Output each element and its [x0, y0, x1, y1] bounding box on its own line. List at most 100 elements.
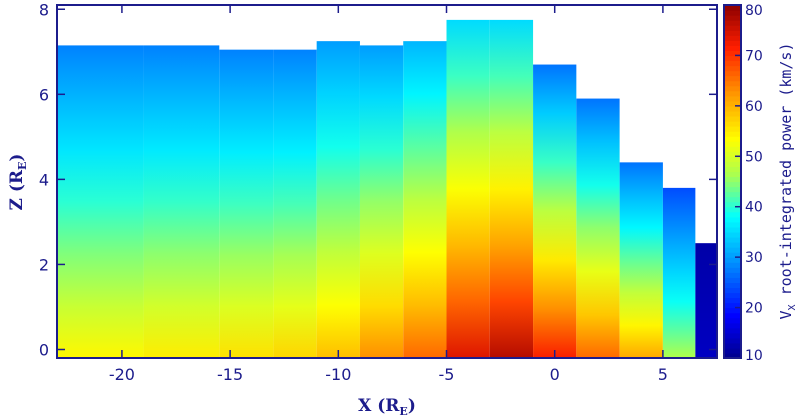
colorbar-segment	[724, 126, 741, 132]
colorbar-tick-label: 30	[745, 250, 763, 266]
x-tick-label: 0	[550, 365, 560, 384]
x-axis: -20 -15 -10 -5 0 5	[109, 5, 668, 384]
y-tick-label: 0	[39, 340, 49, 359]
y-tick-label: 8	[39, 0, 49, 19]
colorbar-title: VX root-integrated power (km/s)	[777, 43, 798, 320]
colorbar-segment	[724, 342, 741, 349]
heatmap-column	[143, 45, 220, 358]
colorbar-segment	[724, 136, 741, 142]
colorbar-gradient	[724, 5, 741, 359]
colorbar-segment	[724, 146, 741, 152]
colorbar-segment	[724, 100, 741, 107]
colorbar-tick-label: 10	[745, 348, 763, 364]
colorbar-segment	[724, 236, 741, 243]
colorbar-segment	[724, 90, 741, 97]
heatmap-column	[57, 45, 144, 358]
colorbar-segment	[724, 312, 741, 319]
colorbar-segment	[724, 5, 741, 11]
colorbar-segment	[724, 206, 741, 213]
heatmap-column	[359, 45, 404, 358]
x-axis-title: X (RE)	[358, 396, 416, 417]
colorbar-segment	[724, 85, 741, 92]
colorbar-segment	[724, 262, 741, 268]
colorbar-tick-label: 70	[745, 48, 763, 64]
colorbar-segment	[724, 171, 741, 178]
colorbar-tick-label: 20	[745, 301, 763, 317]
heatmap-column	[446, 19, 490, 358]
heatmap-column	[403, 41, 447, 358]
colorbar-segment	[724, 347, 741, 354]
colorbar: 10 20 30 40 50 60 70 80 VX root-integrated powe…	[723, 3, 798, 364]
colorbar-segment	[724, 115, 741, 122]
heatmap-column	[576, 98, 620, 358]
colorbar-segment	[724, 50, 741, 57]
colorbar-segment	[724, 221, 741, 228]
x-tick-label: -15	[217, 365, 243, 384]
colorbar-segment	[724, 282, 741, 288]
colorbar-segment	[724, 216, 741, 223]
x-tick-label: -20	[109, 365, 135, 384]
colorbar-segment	[724, 307, 741, 314]
colorbar-segment	[724, 75, 741, 82]
y-axis-title: Z (RE)	[7, 154, 29, 211]
colorbar-segment	[724, 226, 741, 233]
colorbar-segment	[724, 55, 741, 62]
colorbar-segment	[724, 80, 741, 87]
colorbar-segment	[724, 151, 741, 157]
colorbar-segment	[724, 176, 741, 183]
colorbar-segment	[724, 211, 741, 218]
colorbar-segment	[724, 161, 741, 167]
colorbar-segment	[724, 201, 741, 208]
colorbar-segment	[724, 30, 741, 36]
colorbar-segment	[724, 242, 741, 248]
colorbar-segment	[724, 287, 741, 294]
colorbar-tick-label: 80	[745, 3, 763, 19]
colorbar-segment	[724, 40, 741, 46]
colorbar-segment	[724, 332, 741, 339]
colorbar-segment	[724, 302, 741, 309]
colorbar-segment	[724, 231, 741, 238]
colorbar-segment	[724, 186, 741, 193]
colorbar-segment	[724, 20, 741, 26]
colorbar-segment	[724, 10, 741, 16]
colorbar-segment	[724, 352, 741, 359]
colorbar-segment	[724, 60, 741, 67]
y-tick-label: 6	[39, 85, 49, 104]
colorbar-segment	[724, 15, 741, 21]
colorbar-segment	[724, 120, 741, 127]
colorbar-segment	[724, 272, 741, 278]
heatmap-columns	[57, 19, 717, 358]
colorbar-segment	[724, 267, 741, 273]
heatmap-column	[219, 49, 274, 358]
heatmap-column	[695, 243, 717, 358]
colorbar-segment	[724, 191, 741, 198]
heatmap-column	[316, 41, 360, 358]
colorbar-segment	[724, 110, 741, 117]
colorbar-segment	[724, 65, 741, 72]
heatmap-column	[662, 187, 696, 358]
colorbar-segment	[724, 277, 741, 283]
colorbar-segment	[724, 70, 741, 77]
x-tick-label: -5	[439, 365, 455, 384]
colorbar-segment	[724, 166, 741, 173]
heatmap-column	[273, 49, 317, 358]
plot-frame	[56, 4, 718, 359]
colorbar-segment	[724, 45, 741, 51]
colorbar-segment	[724, 141, 741, 147]
colorbar-segment	[724, 297, 741, 304]
colorbar-segment	[724, 292, 741, 299]
heatmap-column	[489, 19, 534, 358]
colorbar-segment	[724, 131, 741, 137]
colorbar-segment	[724, 247, 741, 253]
colorbar-segment	[724, 257, 741, 263]
colorbar-segment	[724, 317, 741, 324]
heatmap-column	[619, 162, 663, 358]
colorbar-segment	[724, 25, 741, 31]
heatmap-column	[533, 64, 577, 358]
colorbar-segment	[724, 327, 741, 334]
colorbar-tick-label: 50	[745, 149, 763, 165]
x-tick-label: -10	[325, 365, 351, 384]
colorbar-segment	[724, 196, 741, 203]
colorbar-segment	[724, 156, 741, 162]
